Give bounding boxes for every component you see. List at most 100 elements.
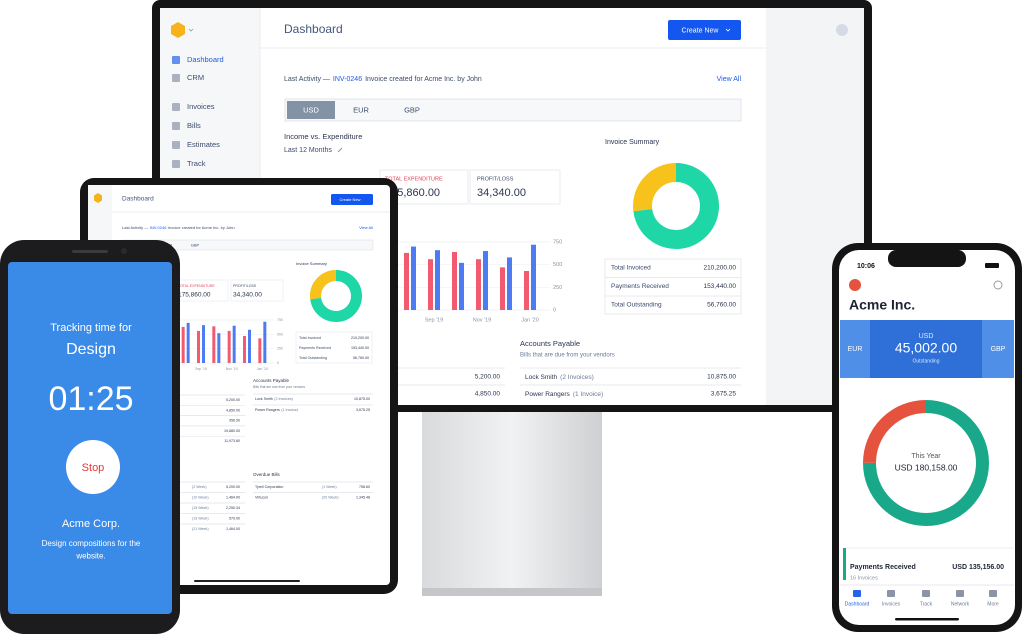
create-button[interactable] [668,20,741,40]
tab-label[interactable]: Track [920,601,933,607]
link[interactable]: INV-0246 [333,76,362,83]
currency-side[interactable]: GBP [991,346,1006,353]
row-age: (1 Week) [322,485,337,489]
section-title: Invoice Summary [605,139,660,146]
row-amount: 5,200.00 [226,398,240,402]
y-tick-label: 750 [277,318,283,322]
link[interactable]: (2 Invoices) [560,374,594,381]
create-button[interactable] [331,194,373,205]
camera [121,248,127,254]
currency-tab-active [287,101,335,119]
create-button-label[interactable]: Create New [682,27,720,34]
row-amount: 5,200.00 [226,485,240,489]
speaker [72,250,108,253]
row-amount: 5,200.00 [475,374,501,381]
task-name: Design [66,341,116,358]
label-line: Lock Smith (2 Invoices) [255,397,293,401]
nav-icon [172,74,180,82]
logo-chevron [188,28,194,32]
y-tick-label: 750 [553,239,562,245]
link[interactable]: INV-0246 [150,225,167,230]
x-tick-label: Sep '19 [195,367,207,371]
nav-icon [172,122,180,130]
tab-label[interactable]: Invoices [882,601,901,607]
view-all[interactable]: View All [717,76,742,83]
row-amount: 10,875.00 [354,397,370,401]
row-amount: 153,440.00 [703,283,736,290]
section-title: Invoice Summary [296,261,327,266]
description: Design compositions for the [42,539,141,548]
row-amount: 210,200.00 [703,265,736,272]
total: USD 180,158.00 [895,462,958,472]
section-title: Accounts Payable [520,339,580,348]
tab-label[interactable]: Dashboard [845,601,870,607]
link[interactable]: (1 Invoice) [281,408,298,412]
invoice-count: 16 Invoices [850,575,878,581]
row-age: (19 Week) [192,506,209,510]
bar [197,330,200,363]
row-amount: 2,250.34 [226,506,240,510]
row-amount: 56,760.00 [707,302,736,309]
nav-item[interactable]: CRM [187,73,204,82]
outstanding-label: Outstanding [913,358,940,364]
currency-side[interactable]: EUR [848,346,863,353]
x-tick-label: Jan '20 [257,367,268,371]
currency-tab[interactable]: GBP [404,105,420,114]
battery [985,263,999,268]
row-amount: 19,880.00 [224,429,240,433]
nav-icon [172,160,180,168]
bar [476,259,481,310]
nav-item[interactable]: Bills [187,121,201,130]
currency-tabs [284,98,742,122]
bar [452,251,457,310]
currency-tab[interactable]: GBP [191,242,200,247]
currency-code: USD [919,333,934,340]
x-tick-label: Nov '19 [226,367,238,371]
tab-icon [956,590,964,597]
tab-icon [989,590,997,597]
nav-item[interactable]: Dashboard [187,55,224,64]
company-name: Acme Inc. [849,297,915,313]
activity-text: Invoice created for Acme Inc. by John [365,76,482,83]
currency-tab[interactable]: EUR [353,105,369,114]
create-button-label[interactable]: Create New [339,197,360,202]
bar [435,250,440,310]
x-tick-label: Nov '19 [473,317,491,323]
tab-icon [853,590,861,597]
row-age: (21 Week) [192,527,209,531]
vendor-name: Lock Smith [525,374,558,381]
activity-label: Last Activity — [284,76,330,83]
monitor-stand [422,412,602,590]
section-subtitle: Bills that are due from your vendors [253,385,305,389]
nav-item[interactable]: Estimates [187,140,220,149]
bar [411,246,416,310]
stop-label[interactable]: Stop [82,462,105,474]
y-tick-label: 250 [553,285,562,291]
bar [524,271,529,310]
nav-item[interactable]: Invoices [187,102,215,111]
link[interactable]: (1 Invoice) [573,391,603,398]
summary-table [604,258,742,315]
vendor-name: Power Rangers [255,408,280,412]
tab-label[interactable]: Network [951,601,970,607]
notch [888,250,966,267]
currency-tab[interactable]: USD [303,105,319,114]
tab-label[interactable]: More [987,601,999,607]
row-label: Total Invoiced [299,336,321,340]
y-tick-label: 0 [553,307,556,313]
settings-icon[interactable] [993,280,1003,290]
bar [459,262,464,310]
card-label: PROFIT/LOSS [477,176,514,182]
nav-item[interactable]: Track [187,159,206,168]
stop-button[interactable] [66,440,120,494]
view-all[interactable]: View All [359,225,373,230]
row-label: Total Outstanding [611,302,662,309]
label-line: Power Rangers (1 Invoice) [525,391,603,398]
row-amount: 758.60 [359,485,370,489]
link[interactable]: (2 Invoices) [274,397,293,401]
row-amount: 1,345.48 [356,495,370,499]
chart-subtitle: Last 12 Months [284,147,332,154]
row-amount: 1,464.00 [226,527,240,531]
logo [171,22,185,38]
